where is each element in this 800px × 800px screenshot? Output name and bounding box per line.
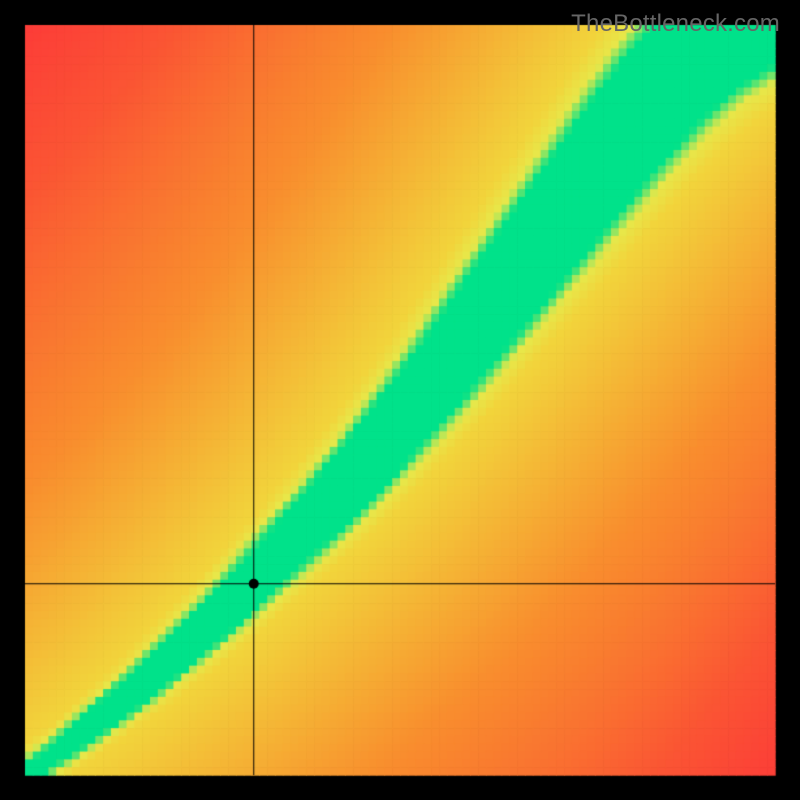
watermark-text: TheBottleneck.com <box>571 10 780 38</box>
chart-container: { "watermark": { "text": "TheBottleneck.… <box>0 0 800 800</box>
bottleneck-heatmap <box>0 0 800 800</box>
